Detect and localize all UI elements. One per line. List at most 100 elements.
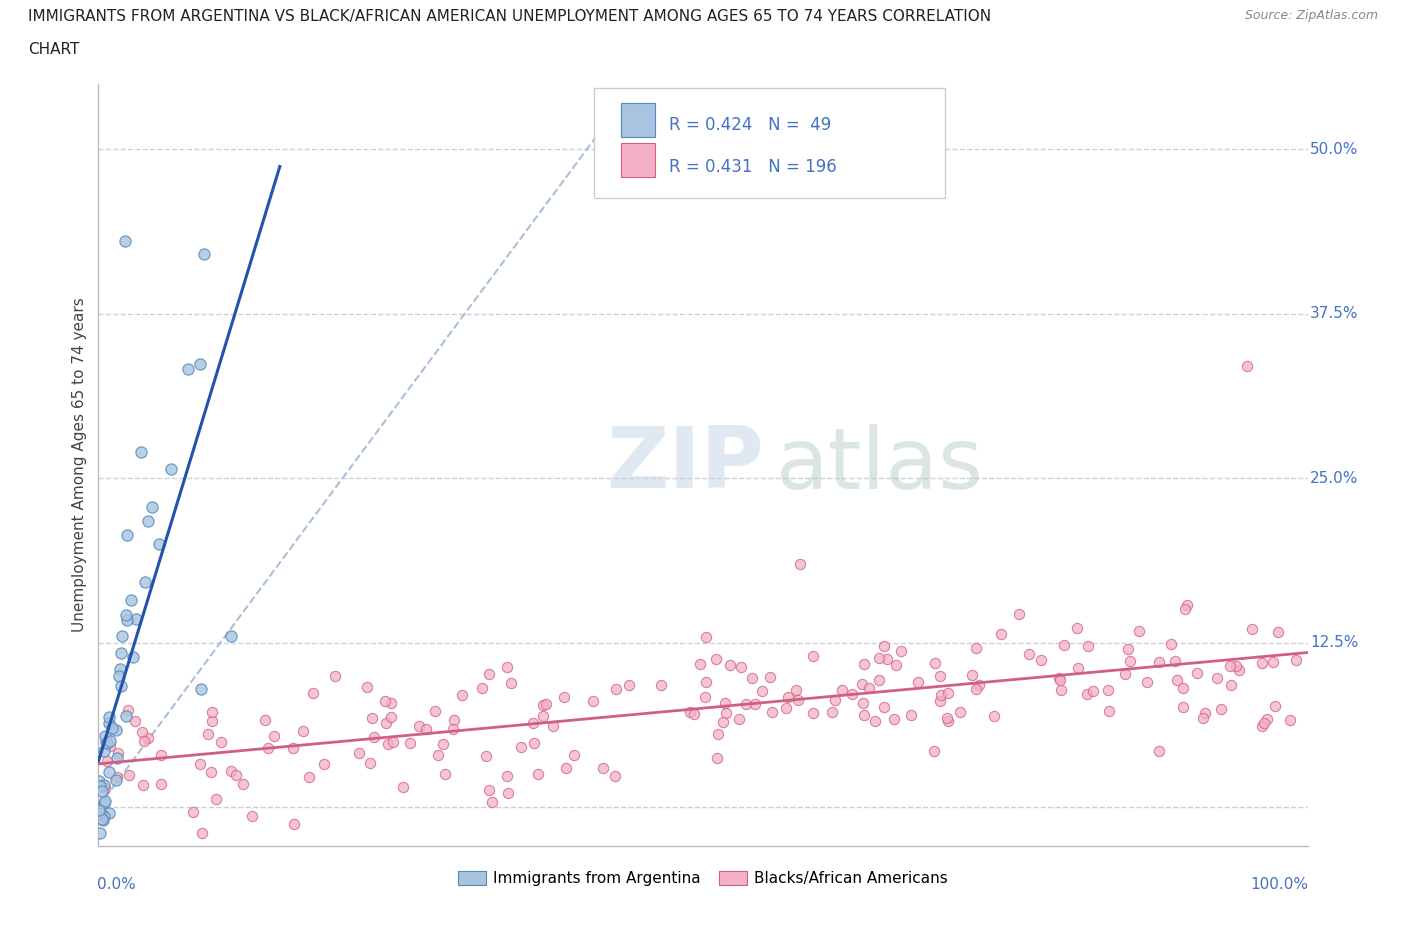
Point [148,537,170,551]
Point [786,693,808,708]
Point [689,657,711,671]
Point [990,627,1012,642]
Point [704,652,727,667]
Point [443,713,465,728]
Point [1264,699,1286,714]
Point [873,639,896,654]
Point [683,707,706,722]
Point [478,667,501,682]
Point [1149,654,1171,669]
Point [1008,607,1031,622]
Point [1209,701,1232,716]
Text: IMMIGRANTS FROM ARGENTINA VS BLACK/AFRICAN AMERICAN UNEMPLOYMENT AMONG AGES 65 T: IMMIGRANTS FROM ARGENTINA VS BLACK/AFRIC… [28,9,991,24]
Text: 50.0%: 50.0% [1310,142,1358,157]
Point [499,675,522,690]
Point [87,774,110,789]
Point [1284,652,1306,667]
Point [1227,663,1250,678]
Point [761,705,783,720]
Point [948,704,970,719]
Point [929,687,952,702]
Point [110,678,132,693]
Point [89,805,111,820]
Point [1049,671,1071,685]
Point [432,737,454,752]
Point [160,461,183,476]
Point [965,641,987,656]
Point [929,668,952,683]
Point [776,689,799,704]
Text: 0.0%: 0.0% [97,877,136,892]
Point [408,719,430,734]
Point [541,718,564,733]
Point [522,715,544,730]
Bar [621,143,655,178]
Point [93,744,115,759]
Point [110,661,132,676]
Point [775,701,797,716]
Point [101,720,124,735]
Point [695,675,717,690]
Point [93,795,115,810]
Point [201,713,224,728]
Point [377,737,399,751]
Point [108,669,131,684]
Point [96,736,118,751]
Point [107,746,129,761]
Point [735,697,758,711]
Point [141,500,163,515]
Point [451,687,474,702]
Point [104,723,127,737]
Point [132,777,155,792]
Point [93,808,115,823]
Point [1031,652,1053,667]
Point [1066,621,1088,636]
Point [1225,658,1247,673]
Point [852,696,875,711]
Point [205,791,228,806]
Point [225,767,247,782]
Text: 12.5%: 12.5% [1310,635,1358,650]
Point [253,712,276,727]
Point [98,734,121,749]
Point [1251,655,1274,670]
Point [1173,699,1195,714]
Text: CHART: CHART [28,42,80,57]
Point [89,826,111,841]
Text: R = 0.431   N = 196: R = 0.431 N = 196 [669,158,837,176]
Point [1267,625,1289,640]
Point [1256,711,1278,726]
Point [188,757,211,772]
Point [695,630,717,644]
Point [679,705,702,720]
Point [1253,715,1275,730]
Point [374,694,396,709]
Point [495,769,517,784]
Point [1067,660,1090,675]
Point [136,730,159,745]
Point [115,613,138,628]
Point [426,748,449,763]
Point [582,694,605,709]
Point [298,769,321,784]
Point [605,682,627,697]
Point [1049,672,1071,687]
Point [1220,678,1243,693]
Point [531,698,554,712]
Point [363,729,385,744]
Point [1191,711,1213,726]
Point [97,764,120,779]
Point [714,706,737,721]
Point [883,711,905,726]
Point [301,686,323,701]
Point [115,528,138,543]
Point [1116,642,1139,657]
Point [1049,683,1071,698]
Point [960,668,983,683]
Point [312,756,335,771]
Point [824,693,846,708]
Point [727,711,749,726]
Point [97,715,120,730]
Point [94,728,117,743]
Text: 37.5%: 37.5% [1310,306,1358,321]
